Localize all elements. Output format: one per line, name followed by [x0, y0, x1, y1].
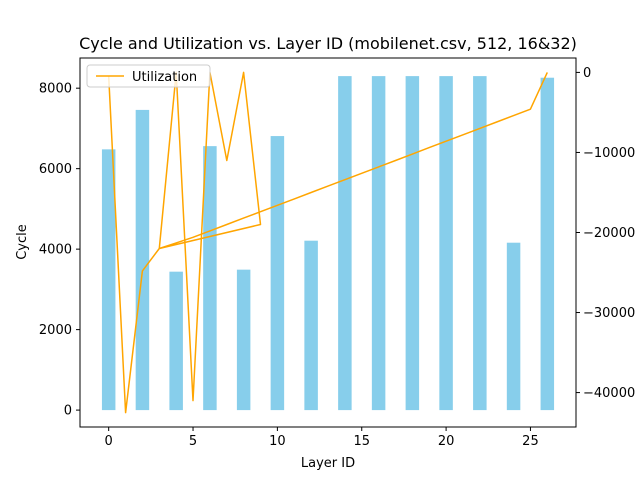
y2-tick-label: −30000 — [583, 306, 635, 321]
chart-title: Cycle and Utilization vs. Layer ID (mobi… — [79, 34, 577, 53]
plot-frame — [79, 57, 577, 428]
bar-2 — [135, 109, 150, 411]
x-tick-label: 15 — [353, 434, 370, 449]
legend-box — [86, 64, 211, 88]
x-tick-label: 0 — [105, 434, 113, 449]
legend-label-utilization: Utilization — [132, 70, 197, 85]
bar-22 — [473, 76, 487, 411]
y2-tick-label: −10000 — [583, 146, 635, 161]
y-tick-label: 8000 — [39, 82, 72, 97]
bar-10 — [270, 136, 285, 411]
bar-12 — [304, 240, 318, 411]
x-axis-label: Layer ID — [301, 456, 355, 471]
bars-layer — [101, 76, 555, 411]
y-axis-left-ticks: 0 2000 4000 6000 8000 — [39, 82, 80, 419]
utilization-line — [107, 71, 548, 414]
bar-24 — [506, 242, 521, 411]
x-tick-label: 10 — [269, 434, 286, 449]
bar-4 — [169, 271, 183, 411]
bar-20 — [439, 76, 453, 411]
y-tick-label: 2000 — [39, 323, 72, 338]
y-tick-label: 4000 — [39, 243, 72, 258]
y-axis-label: Cycle — [15, 224, 30, 260]
x-tick-label: 20 — [438, 434, 455, 449]
y2-tick-label: 0 — [583, 66, 591, 81]
y2-tick-label: −40000 — [583, 386, 635, 401]
bar-18 — [405, 76, 420, 411]
x-tick-label: 5 — [189, 434, 197, 449]
utilization-line-layer — [107, 71, 548, 414]
x-axis-ticks: 0 5 10 15 20 25 — [105, 427, 539, 449]
y-axis-right-ticks: 0 −10000 −20000 −30000 −40000 — [576, 66, 635, 401]
y2-tick-label: −20000 — [583, 226, 635, 241]
bar-26 — [540, 77, 555, 411]
bar-14 — [338, 76, 352, 411]
y-tick-label: 0 — [64, 404, 72, 419]
x-tick-label: 25 — [522, 434, 539, 449]
bar-0 — [101, 149, 116, 411]
y-tick-label: 6000 — [39, 162, 72, 177]
bar-16 — [371, 76, 386, 411]
bar-8 — [236, 269, 251, 411]
bar-6 — [203, 146, 217, 411]
legend: Utilization — [86, 64, 211, 88]
